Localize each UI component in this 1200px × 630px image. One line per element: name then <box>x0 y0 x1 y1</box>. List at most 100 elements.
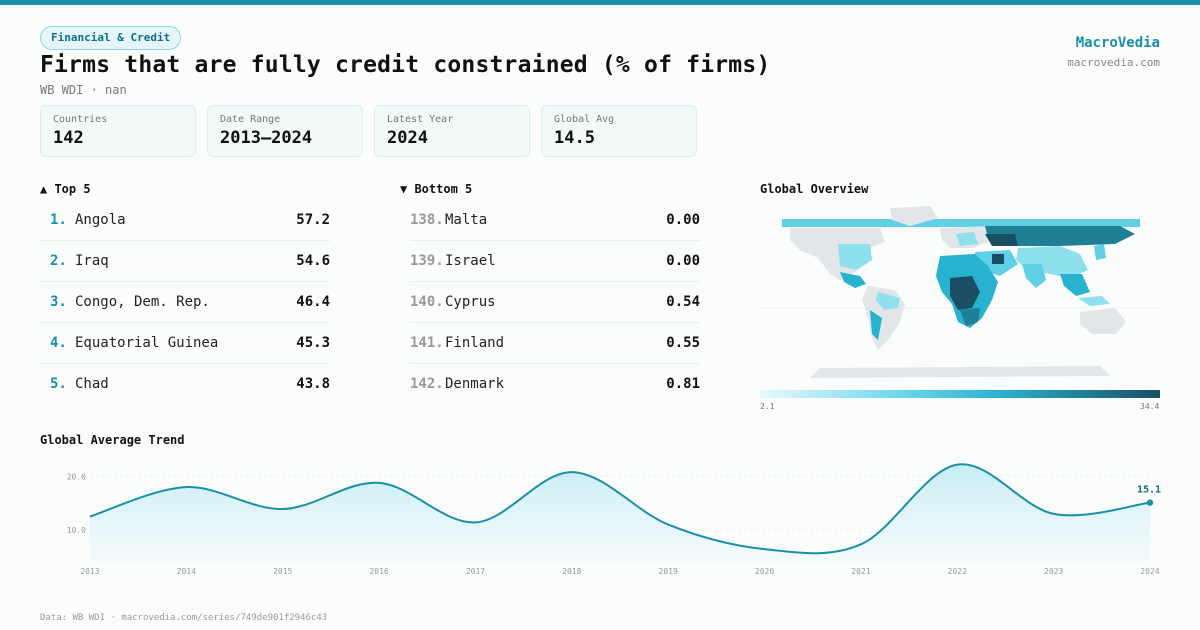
trend-area <box>90 464 1150 562</box>
country-name: Denmark <box>445 376 505 392</box>
stat-card-countries: Countries 142 <box>40 105 196 157</box>
map-region-brazil[interactable] <box>876 292 900 310</box>
country-value: 0.81 <box>666 376 700 392</box>
world-choropleth-map[interactable] <box>760 200 1160 380</box>
country-name: Iraq <box>75 253 109 269</box>
country-name: Equatorial Guinea <box>75 335 219 351</box>
stat-label: Latest Year <box>387 114 454 125</box>
map-region-central-africa[interactable] <box>950 276 980 310</box>
map-region-australia[interactable] <box>1080 308 1126 334</box>
legend-max-label: 34.4 <box>1140 402 1160 411</box>
country-value: 43.8 <box>296 376 330 392</box>
x-tick-label: 2014 <box>177 567 196 576</box>
stat-card-latest-year: Latest Year 2024 <box>374 105 530 157</box>
brand-url[interactable]: macrovedia.com <box>1067 56 1160 69</box>
country-value: 54.6 <box>296 253 330 269</box>
x-tick-label: 2021 <box>851 567 870 576</box>
country-name: Angola <box>75 212 126 228</box>
trend-heading: Global Average Trend <box>40 433 185 447</box>
top5-heading: ▲ Top 5 <box>40 182 91 196</box>
map-region-eastern-europe[interactable] <box>956 232 978 246</box>
stat-label: Global Avg <box>554 114 615 125</box>
x-tick-label: 2013 <box>80 567 99 576</box>
rank-number: 5. <box>50 376 67 392</box>
stat-card-global-avg: Global Avg 14.5 <box>541 105 697 157</box>
rank-number: 1. <box>50 212 67 228</box>
bottom5-heading: ▼ Bottom 5 <box>400 182 473 196</box>
list-item[interactable]: 139. Israel 0.00 <box>410 241 700 282</box>
data-point <box>1146 499 1154 506</box>
country-name: Israel <box>445 253 496 269</box>
country-value: 57.2 <box>296 212 330 228</box>
category-badge[interactable]: Financial & Credit <box>40 26 182 50</box>
list-item[interactable]: 5. Chad 43.8 <box>40 364 330 404</box>
map-region-southeast-asia[interactable] <box>1060 274 1090 296</box>
y-tick-label: 20.0 <box>67 472 86 481</box>
footer-source: Data: WB WDI · macrovedia.com/series/749… <box>40 613 328 623</box>
map-heading: Global Overview <box>760 182 869 196</box>
rank-number: 141. <box>410 335 444 351</box>
list-item[interactable]: 2. Iraq 54.6 <box>40 241 330 282</box>
x-tick-label: 2016 <box>369 567 388 576</box>
country-value: 0.00 <box>666 212 700 228</box>
map-region-andes[interactable] <box>870 310 882 340</box>
stat-label: Countries <box>53 114 108 125</box>
rank-number: 139. <box>410 253 444 269</box>
country-value: 0.00 <box>666 253 700 269</box>
rank-number: 2. <box>50 253 67 269</box>
map-region-arctic[interactable] <box>782 219 1140 227</box>
x-tick-label: 2024 <box>1140 567 1159 576</box>
rank-number: 4. <box>50 335 67 351</box>
map-region-southern-africa[interactable] <box>960 308 980 326</box>
trend-chart[interactable]: 10.0 20.0 2013 2014 2015 2016 2017 2018 2019 2020… <box>40 455 1180 580</box>
top5-list: 1. Angola 57.2 2. Iraq 54.6 3. Congo, De… <box>40 200 330 404</box>
list-item[interactable]: 140. Cyprus 0.54 <box>410 282 700 323</box>
list-item[interactable]: 141. Finland 0.55 <box>410 323 700 364</box>
stat-value: 2024 <box>387 128 428 148</box>
list-item[interactable]: 142. Denmark 0.81 <box>410 364 700 404</box>
stat-value: 2013–2024 <box>220 128 313 148</box>
page-subtitle: WB WDI · nan <box>40 83 127 97</box>
top-accent-bar <box>0 0 1200 5</box>
country-value: 45.3 <box>296 335 330 351</box>
map-region-antarctica[interactable] <box>810 366 1110 378</box>
country-value: 46.4 <box>296 294 330 310</box>
country-name: Cyprus <box>445 294 496 310</box>
map-region-central-america[interactable] <box>840 272 866 288</box>
y-tick-label: 10.0 <box>67 526 86 535</box>
country-name: Malta <box>445 212 488 228</box>
country-name: Chad <box>75 376 109 392</box>
map-region-indonesia[interactable] <box>1078 296 1110 306</box>
country-value: 0.55 <box>666 335 700 351</box>
x-tick-label: 2023 <box>1044 567 1063 576</box>
rank-number: 138. <box>410 212 444 228</box>
list-item[interactable]: 4. Equatorial Guinea 45.3 <box>40 323 330 364</box>
stat-label: Date Range <box>220 114 281 125</box>
map-region-north-america[interactable] <box>790 228 885 280</box>
rank-number: 3. <box>50 294 67 310</box>
x-tick-label: 2019 <box>659 567 678 576</box>
map-region-india[interactable] <box>1022 264 1046 288</box>
country-value: 0.54 <box>666 294 700 310</box>
last-value-label: 15.1 <box>1137 485 1161 496</box>
map-region-japan[interactable] <box>1094 244 1106 260</box>
map-region-russia[interactable] <box>985 226 1135 246</box>
x-tick-label: 2015 <box>273 567 292 576</box>
stat-value: 14.5 <box>554 128 595 148</box>
list-item[interactable]: 1. Angola 57.2 <box>40 200 330 241</box>
list-item[interactable]: 138. Malta 0.00 <box>410 200 700 241</box>
country-name: Finland <box>445 335 505 351</box>
country-name: Congo, Dem. Rep. <box>75 294 210 310</box>
list-item[interactable]: 3. Congo, Dem. Rep. 46.4 <box>40 282 330 323</box>
map-region-iraq[interactable] <box>992 254 1004 264</box>
map-region-usa[interactable] <box>838 244 872 270</box>
map-region-greenland[interactable] <box>890 206 938 226</box>
brand-logo[interactable]: MacroVedia <box>1075 35 1160 51</box>
x-tick-label: 2018 <box>562 567 581 576</box>
legend-min-label: 2.1 <box>760 402 775 411</box>
map-region-central-asia[interactable] <box>985 234 1018 246</box>
stat-card-date-range: Date Range 2013–2024 <box>207 105 363 157</box>
page-title: Firms that are fully credit constrained … <box>40 52 771 78</box>
stat-value: 142 <box>53 128 84 148</box>
bottom5-list: 138. Malta 0.00 139. Israel 0.00 140. Cy… <box>410 200 700 404</box>
